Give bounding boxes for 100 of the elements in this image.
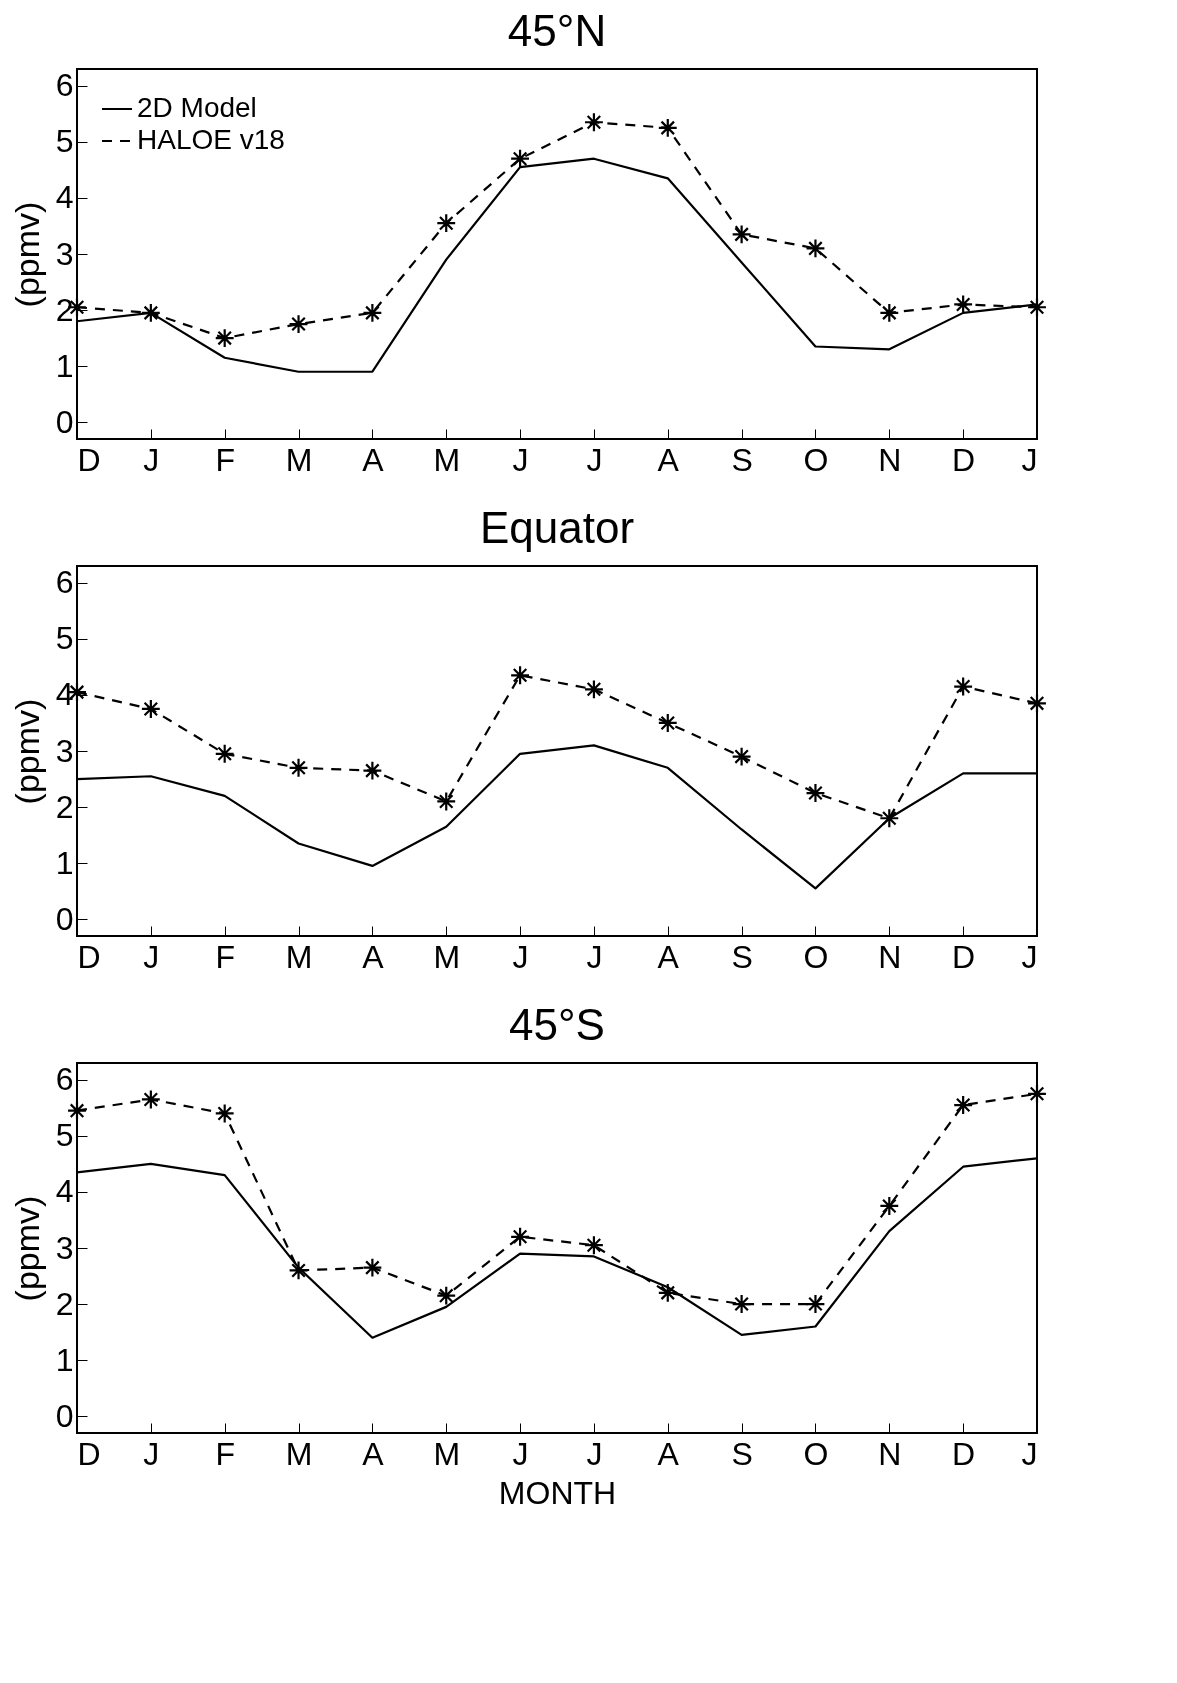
point [362,1257,383,1278]
point [510,1226,531,1247]
point [288,1260,309,1281]
point [214,743,235,764]
y-axis-title: (ppmv) [7,201,46,308]
x-tick-label: D [77,441,101,478]
point [510,665,531,686]
y-tick-label: 2 [55,291,74,328]
point [140,1089,161,1110]
point [953,1095,974,1116]
legend-label: HALOE v18 [137,124,285,155]
x-tick-label: N [878,441,902,478]
point [953,294,974,315]
point [583,112,604,133]
y-tick-label: 5 [55,123,74,160]
y-axis-title: (ppmv) [7,1195,46,1302]
point [731,224,752,245]
x-tick-label: A [657,441,680,478]
x-tick-label: J [512,1435,529,1472]
x-tick-label: M [285,938,313,975]
x-tick-label: O [803,938,829,975]
point [805,1294,826,1315]
x-tick-label: A [362,1435,385,1472]
x-tick-label: F [215,938,235,975]
point [805,783,826,804]
x-tick-label: J [143,1435,160,1472]
point [214,328,235,349]
x-tick-label: S [731,441,753,478]
x-tick-label: N [878,938,902,975]
x-tick-label: M [433,938,461,975]
y-tick-label: 2 [55,1285,74,1322]
chart-title: 45°N [507,6,607,55]
point [731,746,752,767]
x-tick-label: M [285,441,313,478]
chart-title: 45°S [509,1000,605,1049]
point [436,213,457,234]
x-tick-label: A [362,938,385,975]
point [510,148,531,169]
x-tick-label: A [362,441,385,478]
x-tick-label: J [1021,938,1038,975]
x-tick-label: F [215,441,235,478]
point [288,314,309,335]
y-tick-label: 3 [55,1229,74,1266]
x-tick-label: A [657,1435,680,1472]
point [657,117,678,138]
y-tick-label: 0 [55,1397,74,1434]
point [362,302,383,323]
point [288,757,309,778]
chart-title: Equator [479,503,635,552]
point [66,1100,88,1121]
x-tick-label: J [143,938,160,975]
x-tick-label: J [586,938,603,975]
x-tick-label: O [803,1435,829,1472]
y-tick-label: 1 [55,347,74,384]
legend-label: 2D Model [137,92,257,123]
x-tick-label: N [878,1435,902,1472]
point [879,302,900,323]
y-tick-label: 2 [55,788,74,825]
point [879,1195,900,1216]
y-axis-title: (ppmv) [7,698,46,805]
point [1026,1083,1048,1104]
x-axis-title: MONTH [498,1474,617,1511]
point [362,760,383,781]
point [1026,693,1048,714]
point [879,808,900,829]
x-tick-label: D [952,441,976,478]
y-tick-label: 3 [55,235,74,272]
point [805,238,826,259]
y-tick-label: 6 [55,564,74,601]
x-tick-label: M [433,1435,461,1472]
x-tick-label: D [952,938,976,975]
x-tick-label: J [143,441,160,478]
x-tick-label: M [285,1435,313,1472]
y-tick-label: 6 [55,1061,74,1098]
point [657,1282,678,1303]
y-tick-label: 4 [55,676,74,713]
x-tick-label: S [731,938,753,975]
x-tick-label: D [77,938,101,975]
y-tick-label: 5 [55,620,74,657]
y-tick-label: 6 [55,67,74,104]
x-tick-label: D [952,1435,976,1472]
x-tick-label: J [512,938,529,975]
y-tick-label: 1 [55,1341,74,1378]
y-tick-label: 0 [55,403,74,440]
point [583,679,604,700]
x-tick-label: J [1021,1435,1038,1472]
x-tick-label: J [1021,441,1038,478]
point [214,1103,235,1124]
point [436,791,457,812]
y-tick-label: 5 [55,1117,74,1154]
y-tick-label: 1 [55,844,74,881]
point [583,1235,604,1256]
x-tick-label: J [512,441,529,478]
x-tick-label: F [215,1435,235,1472]
point [657,712,678,734]
x-tick-label: D [77,1435,101,1472]
x-tick-label: S [731,1435,753,1472]
x-tick-label: J [586,1435,603,1472]
y-tick-label: 0 [55,900,74,937]
point [140,302,161,323]
